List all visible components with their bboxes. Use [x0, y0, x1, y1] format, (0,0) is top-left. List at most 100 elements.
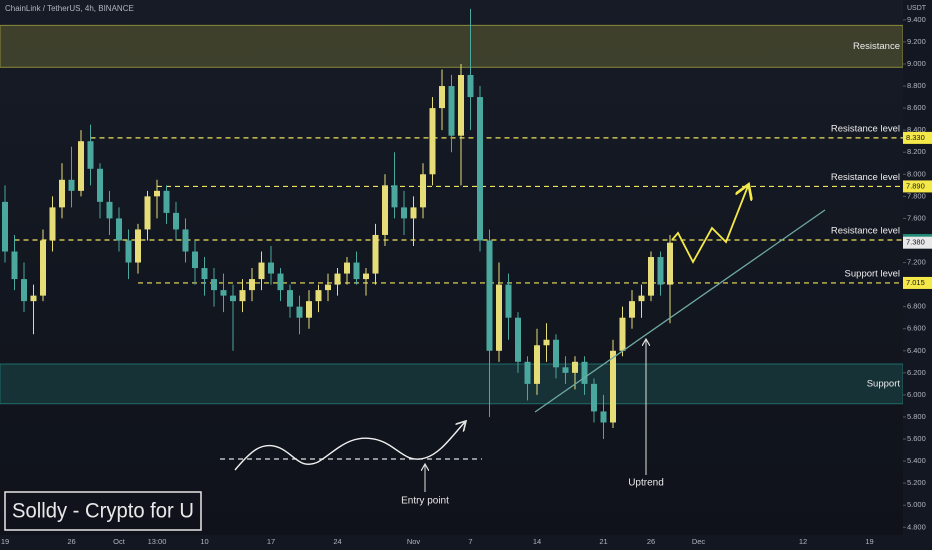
candle-body — [477, 97, 483, 241]
y-tick-label: 7.600 — [907, 213, 926, 222]
candle-body — [524, 361, 531, 384]
candle-body — [154, 190, 160, 197]
y-tick-label: 9.400 — [907, 15, 926, 24]
candle-body — [410, 207, 417, 219]
y-tick-label: 8.400 — [907, 125, 926, 134]
y-tick-label: 6.800 — [907, 302, 926, 311]
time-axis — [0, 535, 932, 550]
candle-body — [572, 361, 578, 373]
candle-body — [429, 108, 436, 175]
y-tick-label: 9.000 — [907, 59, 926, 68]
x-tick-label: Dec — [692, 537, 706, 546]
candle-body — [192, 251, 198, 269]
y-tick-label: 9.200 — [907, 37, 926, 46]
candle-body — [30, 295, 37, 302]
candle-body — [600, 411, 607, 423]
x-tick-label: 19 — [865, 537, 873, 546]
y-tick-label: 5.600 — [907, 434, 926, 443]
y-tick-label: 5.400 — [907, 456, 926, 465]
y-tick-label: 5.800 — [907, 412, 926, 421]
candle-body — [68, 179, 75, 191]
candle-body — [182, 229, 189, 252]
y-tick-label: 5.000 — [907, 500, 926, 509]
x-tick-label: 10 — [200, 537, 208, 546]
level-label: Resistance level — [831, 123, 900, 134]
trend-line — [534, 209, 826, 413]
candle-body — [287, 290, 293, 307]
level-label: Support level — [845, 268, 900, 279]
candle-body — [116, 218, 122, 241]
candle-body — [239, 290, 246, 302]
candle-body — [163, 190, 170, 213]
watermark-box — [4, 491, 202, 531]
entry-label: Entry point — [401, 496, 449, 507]
candle-body — [306, 301, 312, 318]
candle-body — [211, 279, 217, 291]
candle-body — [334, 273, 341, 285]
x-tick-label: 14 — [533, 537, 541, 546]
candle-body — [534, 345, 540, 384]
candle-body — [230, 295, 236, 302]
candle-body — [401, 207, 407, 219]
candle-body — [543, 339, 550, 346]
candle-body — [505, 284, 512, 318]
candle-body — [277, 273, 284, 291]
candle-body — [59, 179, 65, 208]
candle-body — [496, 284, 502, 351]
y-tick-label: 6.600 — [907, 324, 926, 333]
candle-body — [135, 229, 141, 263]
candle-body — [382, 185, 388, 235]
candle-body — [315, 290, 322, 302]
candle-body — [78, 141, 84, 191]
candle-body — [40, 240, 46, 296]
candle-body — [125, 240, 132, 263]
candle-body — [363, 273, 369, 280]
candle-body — [467, 75, 474, 98]
candle-body — [657, 257, 664, 285]
y-tick-label: 6.400 — [907, 346, 926, 355]
candle-body — [325, 284, 331, 291]
candle-body — [173, 212, 179, 230]
candle-body — [372, 234, 379, 274]
y-tick-label: 8.800 — [907, 81, 926, 90]
y-tick-label: 6.000 — [907, 390, 926, 399]
candle-body — [629, 301, 635, 318]
x-tick-label: 7 — [468, 537, 472, 546]
candle-body — [344, 262, 350, 274]
candle-body — [21, 279, 27, 302]
candle-body — [144, 196, 151, 230]
price-tag-label: 7.380 — [906, 238, 925, 247]
zone-label: Resistance — [853, 41, 900, 52]
y-tick-label: 5.200 — [907, 478, 926, 487]
zone-label: Support — [867, 378, 901, 389]
level-tag — [903, 180, 932, 193]
candle-body — [638, 295, 645, 302]
candle-body — [562, 367, 569, 373]
projection-arrow — [671, 186, 748, 264]
price-axis — [903, 0, 932, 550]
candle-body — [610, 350, 616, 423]
candle-body — [97, 168, 103, 202]
price-tag — [903, 236, 932, 249]
candle-body — [553, 339, 559, 368]
candle-body — [648, 257, 654, 296]
x-tick-label: 26 — [67, 537, 75, 546]
candle-body — [581, 361, 588, 384]
candle-body — [220, 290, 227, 296]
x-tick-label: 19 — [1, 537, 9, 546]
wave-path — [234, 422, 465, 471]
level-tag — [903, 131, 932, 144]
candle-body — [486, 240, 493, 351]
candle-body — [258, 262, 265, 280]
y-tick-label: 6.200 — [907, 368, 926, 377]
candle-body — [11, 251, 18, 280]
level-tag-label: 7.890 — [906, 181, 925, 190]
y-tick-label: 7.800 — [907, 191, 926, 200]
y-tick-label: 8.200 — [907, 147, 926, 156]
x-tick-label: Oct — [113, 537, 126, 546]
x-tick-label: 24 — [333, 537, 341, 546]
trend-label: Uptrend — [628, 478, 664, 489]
